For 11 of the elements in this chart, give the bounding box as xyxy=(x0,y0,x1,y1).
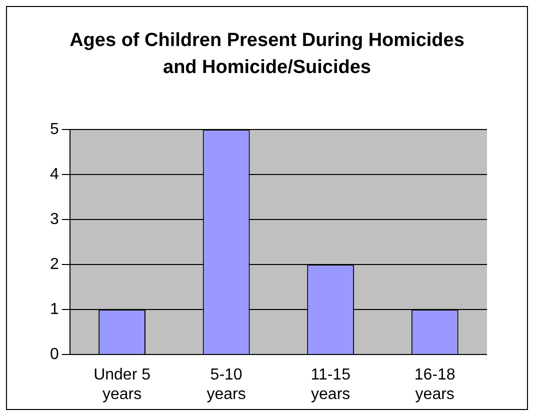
x-tick-label: 11-15 years xyxy=(310,366,351,403)
chart-title: Ages of Children Present During Homicides and Homicide/Suicides xyxy=(68,29,466,80)
y-tick-label: 0 xyxy=(50,346,59,364)
x-tick-label: Under 5 years xyxy=(94,366,151,403)
y-tick-label: 1 xyxy=(50,301,59,318)
x-tick-label: 16-18 years xyxy=(414,366,456,403)
y-tick-label: 4 xyxy=(50,166,59,184)
y-tick-label: 5 xyxy=(50,121,59,138)
y-tick-label: 3 xyxy=(50,211,59,228)
x-tick-label: 5-10 years xyxy=(206,366,246,403)
y-tick-label: 2 xyxy=(50,256,59,274)
